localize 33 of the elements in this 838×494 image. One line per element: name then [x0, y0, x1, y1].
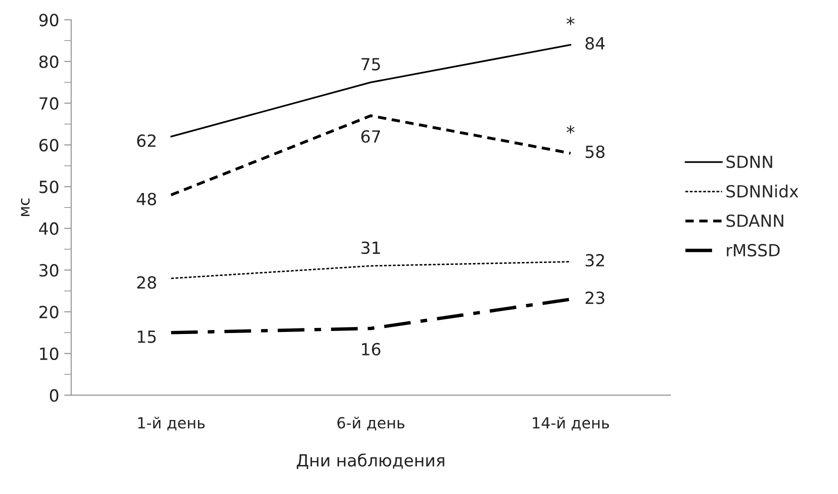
data-label: 67 [361, 130, 380, 143]
data-label: 62 [137, 134, 156, 147]
y-tick-label: 10 [40, 347, 58, 360]
y-tick-label: 50 [40, 180, 58, 194]
x-tick-label: 1-й день [138, 416, 205, 430]
y-tick-label: 20 [39, 306, 58, 318]
data-label: 23 [586, 291, 604, 304]
legend-label: SDNN [726, 156, 772, 168]
legend-label: SDANN [726, 214, 784, 228]
x-tick-label: 14-й день [532, 416, 609, 430]
y-tick-label: 0 [50, 389, 58, 402]
legend-label: SDNNidx [726, 184, 798, 198]
data-label: 32 [586, 254, 604, 267]
y-tick-label: 40 [39, 222, 58, 235]
data-label: 28 [137, 276, 156, 289]
annotation: * [566, 16, 575, 26]
y-tick-label: 90 [39, 14, 58, 26]
data-label: 75 [362, 58, 380, 71]
y-tick-label: 30 [39, 264, 58, 277]
data-label: 31 [361, 241, 380, 254]
data-label: 16 [362, 342, 380, 356]
data-label: 58 [586, 145, 604, 158]
data-label: 15 [138, 330, 156, 344]
y-tick-label: 80 [39, 55, 58, 68]
x-tick-label: 6-й день [337, 416, 404, 430]
y-tick-label: 70 [40, 97, 58, 110]
y-tick-label: 60 [39, 138, 58, 152]
legend-label: rMSSD [726, 244, 780, 257]
annotation: * [566, 125, 575, 134]
data-label: 84 [586, 37, 605, 50]
y-axis-title: мс [20, 198, 30, 216]
x-axis-title: Дни наблюдения [296, 453, 444, 470]
data-label: 48 [136, 192, 156, 206]
